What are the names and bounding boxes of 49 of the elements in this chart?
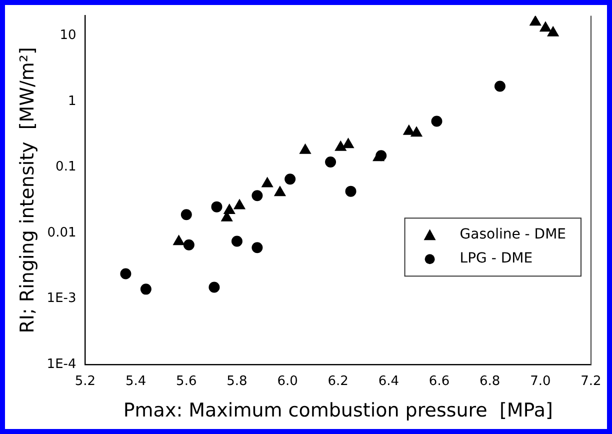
- y-axis-title: RI; Ringing intensity [MW/m²]: [16, 47, 38, 334]
- point: [234, 199, 246, 210]
- x-tick-label: 5.2: [74, 374, 96, 389]
- point: [252, 190, 263, 202]
- y-tick-label: 1E-4: [46, 356, 76, 372]
- point: [547, 26, 559, 36]
- point: [173, 235, 185, 246]
- point: [334, 140, 346, 151]
- point: [120, 268, 132, 280]
- point: [252, 242, 263, 254]
- point: [431, 116, 442, 127]
- x-tick-label: 6.0: [277, 374, 298, 389]
- x-tick-label: 6.8: [480, 374, 500, 389]
- point: [231, 236, 242, 247]
- x-tick-label: 5.6: [176, 374, 197, 389]
- x-tick-label: 6.2: [328, 374, 348, 389]
- point: [274, 186, 286, 196]
- point: [224, 204, 236, 214]
- point: [284, 174, 296, 185]
- y-tick-label: 0.01: [47, 225, 76, 240]
- point: [208, 282, 220, 293]
- legend-label: Gasoline - DME: [460, 226, 566, 243]
- x-tick-label: 6.6: [428, 374, 450, 389]
- x-tick-label: 7.0: [530, 374, 551, 389]
- y-tick-label: 0.1: [56, 160, 76, 175]
- legend-label: LPG - DME: [460, 250, 533, 267]
- x-tick-label: 5.8: [226, 374, 248, 389]
- point: [300, 144, 311, 154]
- point: [211, 201, 222, 212]
- y-tick-label: 10: [60, 28, 76, 43]
- point: [325, 156, 336, 168]
- point: [530, 16, 542, 26]
- point: [540, 22, 552, 32]
- point: [140, 284, 152, 295]
- point: [403, 124, 415, 135]
- x-tick-label: 5.4: [125, 374, 146, 389]
- point: [494, 80, 506, 92]
- point: [183, 239, 194, 250]
- y-tick-label: 1: [68, 94, 76, 109]
- x-tick-label: 7.2: [580, 374, 602, 389]
- x-tick-label: 6.4: [378, 374, 400, 389]
- x-axis-title: Pmax: Maximum combustion pressure [MPa]: [123, 400, 553, 422]
- point: [345, 186, 356, 197]
- point: [180, 209, 192, 220]
- y-tick-label: 1E-3: [46, 291, 76, 306]
- point: [372, 151, 384, 162]
- point: [262, 177, 274, 188]
- point: [410, 126, 422, 137]
- point: [342, 138, 354, 148]
